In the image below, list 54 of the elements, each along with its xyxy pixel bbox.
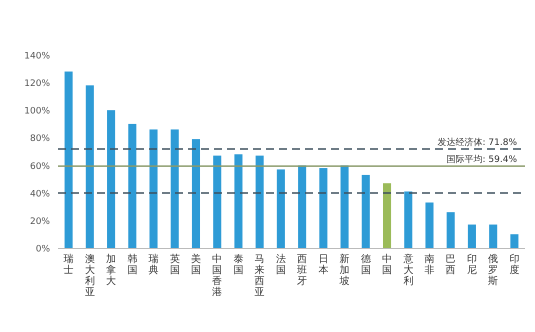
x-tick-label: 中国 <box>382 253 392 276</box>
bar <box>340 165 349 248</box>
bar <box>362 174 370 248</box>
bar <box>276 169 285 248</box>
bar <box>234 154 242 248</box>
bar <box>64 72 73 248</box>
bar <box>128 124 136 248</box>
x-tick-label: 瑞士 <box>64 253 74 276</box>
x-tick-label: 韩国 <box>127 253 138 276</box>
x-tick-label: 巴西 <box>446 254 456 276</box>
x-tick-label: 瑞典 <box>148 253 159 276</box>
bar <box>149 129 158 248</box>
y-tick-label: 140% <box>24 52 50 62</box>
ref-line-label: 国际平均: 59.4% <box>446 154 518 166</box>
bar <box>404 191 412 248</box>
x-tick-label: 中国香港 <box>212 253 222 298</box>
y-tick-label: 120% <box>24 79 50 90</box>
ref-line-label: 发达经济体: 71.8% <box>438 137 518 148</box>
bar <box>170 129 179 248</box>
x-tick-label: 英国 <box>170 253 180 276</box>
x-tick-label: 意大利 <box>402 253 414 287</box>
x-tick-label: 加拿大 <box>106 253 116 287</box>
y-tick-label: 40% <box>30 189 50 200</box>
x-tick-label: 南非 <box>424 253 434 276</box>
bar <box>468 224 476 248</box>
bar <box>382 183 392 248</box>
bar <box>446 212 455 248</box>
y-tick-label: 60% <box>30 162 50 172</box>
x-tick-label: 法国 <box>276 253 286 276</box>
x-tick-label: 西班牙 <box>297 254 308 287</box>
bar <box>298 165 306 248</box>
bar <box>192 139 200 248</box>
x-tick-label: 日本 <box>318 254 328 276</box>
bar <box>319 168 328 248</box>
y-tick-label: 20% <box>30 216 50 227</box>
bar <box>86 85 94 248</box>
bar <box>213 156 222 248</box>
x-tick-label: 美国 <box>190 253 201 276</box>
x-tick-label: 印度 <box>509 253 520 276</box>
bar <box>107 110 116 248</box>
bar <box>425 202 434 248</box>
x-tick-label: 俄罗斯 <box>488 253 498 287</box>
x-tick-label: 马来西亚 <box>254 254 265 298</box>
y-tick-label: 0% <box>36 244 50 254</box>
x-tick-label: 德国 <box>360 254 371 276</box>
bar <box>256 156 264 248</box>
y-tick-label: 100% <box>24 106 50 117</box>
y-tick-label: 80% <box>30 134 50 144</box>
x-tick-label: 泰国 <box>233 254 244 276</box>
bar <box>510 234 518 248</box>
x-tick-label: 印尼 <box>466 253 477 276</box>
x-tick-label: 新加坡 <box>338 253 350 287</box>
bar <box>489 224 498 248</box>
x-tick-label: 澳大利亚 <box>84 253 95 298</box>
